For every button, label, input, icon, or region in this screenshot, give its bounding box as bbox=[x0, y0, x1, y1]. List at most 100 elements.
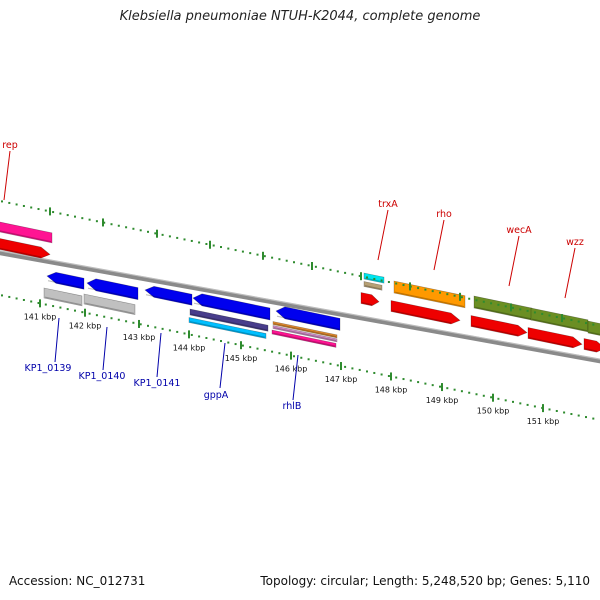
tick-dot-lower bbox=[585, 416, 587, 419]
tick-dot-upper bbox=[482, 300, 485, 303]
gene-label-trxA: trxA bbox=[378, 199, 398, 210]
tick-dot-upper bbox=[380, 279, 383, 282]
tick-dot-upper bbox=[395, 282, 398, 285]
tick-dot-lower bbox=[161, 327, 164, 330]
tick-dot-lower bbox=[15, 297, 18, 300]
tick-dot-lower bbox=[198, 335, 201, 338]
gene-wzz-green-bar bbox=[530, 307, 589, 333]
tick-dot-lower bbox=[95, 314, 98, 317]
gene-KP1_0139-grey-bar-shade bbox=[44, 296, 82, 306]
gene-trxA-red-bar bbox=[360, 292, 380, 307]
tick-dot-lower bbox=[453, 388, 456, 391]
tick-dot-lower bbox=[88, 312, 91, 315]
leader-line-rep bbox=[3, 150, 11, 201]
tick-dot-lower bbox=[205, 336, 208, 339]
gene-KP1_0141-blue-bar-shade bbox=[145, 294, 192, 305]
tick-dot-upper bbox=[512, 306, 514, 309]
gene-gppA-blue-bar-shade bbox=[193, 302, 270, 320]
tick-dot-lower bbox=[22, 298, 25, 301]
tick-dot-lower bbox=[431, 384, 434, 387]
tick-dot-lower bbox=[366, 370, 368, 373]
tick-dot-lower bbox=[409, 379, 412, 382]
tick-dot-upper bbox=[504, 305, 507, 308]
tick-dot-lower bbox=[256, 347, 259, 350]
kbp-label-9: 150 kbp bbox=[477, 407, 510, 416]
tick-dot-upper bbox=[563, 317, 566, 320]
tick-dot-upper bbox=[205, 242, 208, 245]
tick-dot-lower bbox=[271, 350, 274, 353]
tick-dot-lower bbox=[322, 361, 325, 364]
tick-dot-lower bbox=[504, 399, 507, 402]
tick-dot-lower bbox=[519, 402, 522, 405]
gene-label-KP1_0139: KP1_0139 bbox=[25, 363, 72, 374]
tick-dot-lower bbox=[424, 382, 427, 385]
gene-KP1_0140-blue-bar-shade bbox=[87, 287, 138, 300]
tick-dot-upper bbox=[300, 262, 303, 265]
tick-dot-upper bbox=[37, 208, 40, 211]
tick-dot-lower bbox=[227, 341, 230, 344]
gene-gppA-cyan-bar-shade bbox=[189, 321, 266, 338]
kbp-label-2: 143 kbp bbox=[123, 333, 156, 342]
tick-dot-lower bbox=[300, 356, 303, 359]
gene-wecA-green-bar-shade bbox=[474, 306, 532, 320]
tick-dot-upper bbox=[81, 217, 84, 220]
tick-dot-upper bbox=[351, 273, 354, 276]
tick-dot-lower bbox=[293, 355, 295, 358]
tick-dot-upper bbox=[220, 246, 222, 249]
tick-dot-upper bbox=[1, 200, 3, 203]
tick-dot-upper bbox=[110, 223, 113, 226]
kbp-label-1: 142 kbp bbox=[69, 322, 102, 331]
genome-backbone bbox=[0, 250, 600, 364]
tick-dot-upper bbox=[344, 271, 347, 274]
label-layer: 141 kbp 142 kbp 143 kbp 144 kbp 145 kbp 146 k… bbox=[2, 140, 584, 426]
tick-dot-lower bbox=[417, 381, 420, 384]
tick-dot-upper bbox=[417, 287, 420, 290]
tick-dot-lower bbox=[37, 302, 40, 305]
tick-dot-lower bbox=[468, 391, 471, 394]
tick-dot-lower bbox=[139, 323, 142, 326]
genome-summary-text: Topology: circular; Length: 5,248,520 bp… bbox=[260, 574, 590, 588]
tick-dot-upper bbox=[585, 322, 587, 325]
gene-trxA-red-bar-shade bbox=[361, 302, 372, 306]
tick-dot-lower bbox=[52, 305, 55, 308]
tick-dot-upper bbox=[8, 201, 11, 204]
gene-trxA-cyan-bar-shade bbox=[364, 277, 384, 283]
gene-rhlB-orange-bar-shade bbox=[273, 323, 337, 338]
tick-dot-lower bbox=[176, 330, 179, 333]
gene-gppA-navy-bar bbox=[189, 308, 269, 332]
kbp-label-7: 148 kbp bbox=[375, 385, 408, 394]
tick-dot-upper bbox=[358, 274, 361, 277]
tick-dot-lower bbox=[307, 358, 310, 361]
gene-rhlB-blue-bar-shade bbox=[276, 315, 340, 330]
tick-dot-upper bbox=[285, 259, 288, 262]
kbp-label-8: 149 kbp bbox=[426, 396, 459, 405]
tick-dot-upper bbox=[161, 233, 164, 236]
tick-dot-upper bbox=[66, 214, 69, 217]
tick-dot-lower bbox=[278, 352, 281, 355]
tick-dot-upper bbox=[460, 296, 463, 299]
tick-dot-lower bbox=[592, 417, 595, 420]
tick-dot-lower bbox=[190, 333, 193, 336]
tick-dot-upper bbox=[555, 315, 558, 318]
tick-dot-upper bbox=[592, 323, 595, 326]
tick-dot-upper bbox=[183, 238, 186, 241]
tick-dot-upper bbox=[249, 252, 252, 255]
gene-wecA-red-bar-shade bbox=[471, 325, 519, 336]
gene-label-wzz: wzz bbox=[566, 237, 584, 248]
tick-dot-lower bbox=[220, 340, 222, 343]
tick-dot-lower bbox=[387, 375, 390, 378]
tick-dot-upper bbox=[533, 311, 536, 314]
tick-dot-upper bbox=[387, 281, 390, 284]
tick-dot-upper bbox=[577, 320, 580, 323]
tick-dot-lower bbox=[110, 317, 113, 320]
tick-dot-upper bbox=[190, 239, 193, 242]
gene-rhlB-blue-bar bbox=[275, 306, 341, 331]
tick-dot-upper bbox=[198, 241, 201, 244]
gene-rho-orange-bar bbox=[393, 280, 466, 309]
tick-dot-lower bbox=[132, 321, 135, 324]
tick-dot-upper bbox=[52, 211, 55, 214]
tick-dot-lower bbox=[1, 294, 3, 297]
tick-dot-lower bbox=[446, 387, 449, 390]
tick-dot-lower bbox=[74, 309, 76, 312]
tick-dot-upper bbox=[176, 236, 179, 239]
